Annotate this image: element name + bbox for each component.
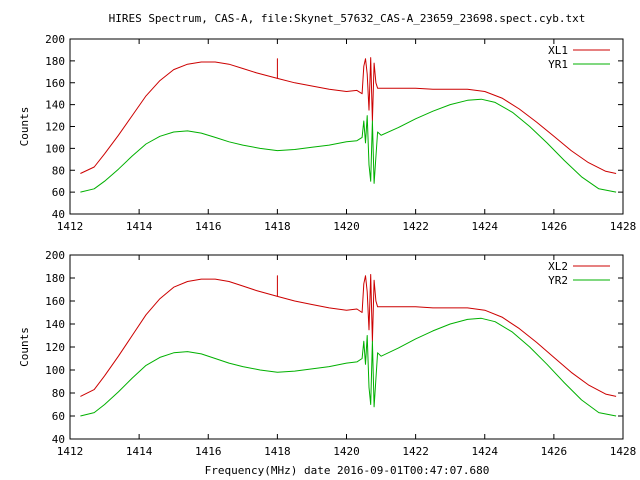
y-axis-label: Counts xyxy=(18,107,31,147)
y-tick-label: 60 xyxy=(52,186,65,199)
figure-title: HIRES Spectrum, CAS-A, file:Skynet_57632… xyxy=(109,12,586,25)
x-tick-label: 1428 xyxy=(610,220,637,233)
x-tick-label: 1422 xyxy=(402,220,429,233)
y-tick-label: 180 xyxy=(45,55,65,68)
y-tick-label: 40 xyxy=(52,433,65,446)
x-tick-label: 1414 xyxy=(126,445,153,458)
x-tick-label: 1426 xyxy=(541,445,568,458)
x-tick-label: 1420 xyxy=(333,220,360,233)
x-axis-label: Frequency(MHz) date 2016-09-01T00:47:07.… xyxy=(205,464,490,477)
x-tick-label: 1416 xyxy=(195,220,222,233)
y-tick-label: 180 xyxy=(45,272,65,285)
y-axis-label: Counts xyxy=(18,327,31,367)
y-tick-label: 80 xyxy=(52,164,65,177)
series-line-xl1 xyxy=(80,57,617,174)
upper-panel: 1412 1414 1416 1418 1420 1422 1424 1426 1428 40 60… xyxy=(18,33,636,233)
x-tick-label: 1418 xyxy=(264,445,291,458)
y-tick-label: 60 xyxy=(52,410,65,423)
plot-frame xyxy=(69,38,624,215)
x-tick-label: 1428 xyxy=(610,445,637,458)
x-tick-label: 1422 xyxy=(402,445,429,458)
x-tick-label: 1418 xyxy=(264,220,291,233)
series-line-yr1 xyxy=(80,98,617,193)
legend-label: XL2 xyxy=(548,260,568,273)
series-line-xl2 xyxy=(80,274,617,397)
y-tick-label: 40 xyxy=(52,208,65,221)
y-tick-label: 140 xyxy=(45,99,65,112)
y-tick-label: 200 xyxy=(45,33,65,46)
y-tick-label: 120 xyxy=(45,341,65,354)
y-tick-label: 100 xyxy=(45,364,65,377)
y-tick-label: 160 xyxy=(45,77,65,90)
y-tick-label: 120 xyxy=(45,121,65,134)
y-tick-label: 140 xyxy=(45,318,65,331)
legend-label: XL1 xyxy=(548,44,568,57)
x-tick-label: 1424 xyxy=(472,220,499,233)
legend-label: YR1 xyxy=(548,58,568,71)
legend-label: YR2 xyxy=(548,274,568,287)
plot-frame xyxy=(69,254,624,440)
y-tick-label: 200 xyxy=(45,249,65,262)
x-tick-label: 1426 xyxy=(541,220,568,233)
x-tick-label: 1412 xyxy=(57,220,84,233)
y-tick-label: 100 xyxy=(45,142,65,155)
x-tick-label: 1424 xyxy=(472,445,499,458)
x-tick-label: 1420 xyxy=(333,445,360,458)
series-line-yr2 xyxy=(80,317,617,417)
x-tick-label: 1416 xyxy=(195,445,222,458)
x-tick-label: 1412 xyxy=(57,445,84,458)
x-tick-label: 1414 xyxy=(126,220,153,233)
y-tick-label: 80 xyxy=(52,387,65,400)
y-tick-label: 160 xyxy=(45,295,65,308)
lower-panel: 1412 1414 1416 1418 1420 1422 1424 1426 1428 40 60… xyxy=(18,249,636,458)
